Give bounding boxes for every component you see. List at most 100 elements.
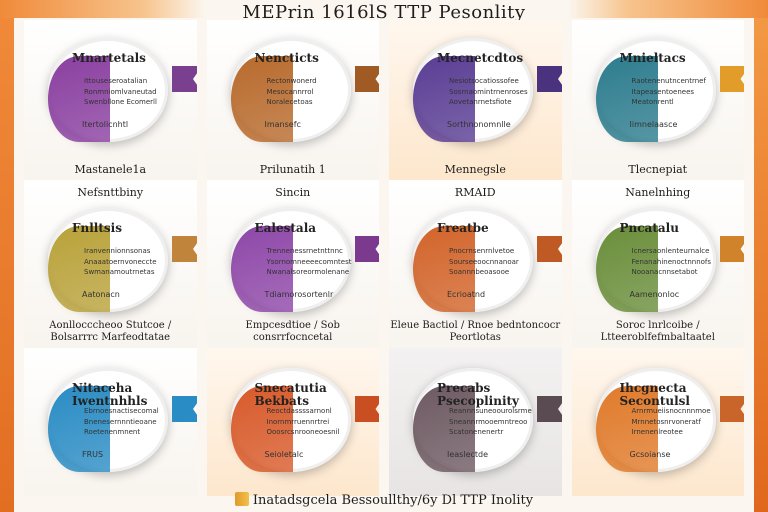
personality-card-1-3[interactable]: Nanelnhing Pncatalu Icnersaonlenteurnalc… [571,180,744,348]
badge-line: Nesiotsocatiossofee [449,77,519,85]
badge-disc: Nencticts Rectonwonerd Mesocannrrol Nora… [230,38,379,142]
badge-line: Rectonwonerd [266,77,317,85]
personality-card-0-1[interactable]: Nencticts Rectonwonerd Mesocannrrol Nora… [206,20,379,180]
badge-title: Nencticts [254,51,319,65]
badge-subtitle: Itertolicnhtl [82,120,129,129]
badge-line: Sosrnaomintrnenroses [449,87,528,96]
badge-lines: Nesiotsocatiossofee Sosrnaomintrnenroses… [449,76,528,108]
color-swoosh [48,56,110,142]
badge-line: Mrnnetosnrvoneratf [631,417,702,426]
badge-title: Mecnetcdtos [437,51,524,65]
badge-line: Ittouseseroatalian [84,77,148,85]
ribbon-icon [719,66,744,92]
badge-lines: Rectonwonerd Mesocannrrol Noralecetoas [267,76,345,108]
badge-line: Arnrmueiisnocnnnmoe [631,407,711,415]
ribbon-icon [172,396,197,422]
badge-line: Icnersaonlenteurnalce [631,247,710,255]
ribbon-icon [537,236,562,262]
badge-subtitle: Gcsoianse [629,450,671,459]
badge-line: Noralecetoas [266,98,313,106]
card-heading: Nanelnhing [625,186,691,199]
personality-card-2-3[interactable]: Ihcgnecta Secontulsl Arnrmueiisnocnnnmoe… [571,348,744,496]
badge-subtitle: FRUS [82,450,104,459]
badge-lines: Arnrmueiisnocnnnmoe Mrnnetosnrvoneratf I… [631,406,711,438]
badge-line: Ronmniomlvaneutad [84,87,157,96]
ribbon-icon [172,66,197,92]
badge-lines: Trennenessrnetnttnnc Ysornomneeeecomntes… [266,246,352,278]
badge-disc: Freatbe Pnocrnsenrnlvetoe Sourseeoocnnan… [413,208,562,312]
badge-line: Anaaatoernvoneccte [84,257,157,266]
footer-text: Inatadsgcela Bessoullthy/6y Dl TTP Inoli… [252,493,534,508]
badge-line: Ooosrcsnrooneoesnil [266,428,340,436]
personality-card-1-1[interactable]: Sincin Ealestala Trennenessrnetnttnnc Ys… [206,180,379,348]
footer-logo-icon [234,492,249,506]
badge-disc: Mnieltacs Raotenenutncentrnef Itapeasent… [595,38,744,142]
personality-card-2-0[interactable]: Nitaceha Iwentnhhls Ebrnoesnactisecomal … [24,348,197,496]
badge-title: Ealestala [254,221,317,235]
badge-lines: Iranvennionnsonas Anaaatoernvoneccte Swm… [84,246,162,278]
badge-line: Iranvennionnsonas [84,247,151,255]
badge-line: Mesocannrrol [266,87,314,96]
badge-line: Pnocrnsenrnlvetoe [449,247,515,255]
badge-title: Snecatutia Bekbats [254,381,327,409]
badge-lines: Pnocrnsenrnlvetoe Sourseeoocnnanoar Soan… [449,246,527,278]
personality-card-2-1[interactable]: Snecatutia Bekbats Reoctdassssarnonl Ino… [206,348,379,496]
badge-disc: Mecnetcdtos Nesiotsocatiossofee Sosrnaom… [413,38,562,142]
badge-line: Scatonenenertr [449,428,504,436]
badge-lines: Ebrnoesnactisecomal Bnenesernnntieoane R… [84,406,162,438]
badge-lines: Raotenenutncentrnef Itapeasentoenees Mea… [632,76,710,108]
top-right-band [568,0,768,18]
badge-disc: Precabs Psecoplinity Reannnsuneoourolsrm… [413,368,562,472]
badge-title: Precabs Psecoplinity [437,381,520,409]
personality-card-0-0[interactable]: Mnartetals Ittouseseroatalian Ronmniomlv… [24,20,197,180]
personality-card-2-2[interactable]: Precabs Psecoplinity Reannnsuneoourolsrm… [389,348,562,496]
badge-subtitle: Ieaslectde [447,450,489,459]
badge-title: Ihcgnecta Secontulsl [619,381,690,409]
badge-line: Sneannrmooemntreoo [449,417,528,426]
personality-card-1-2[interactable]: RMAID Freatbe Pnocrnsenrnlvetoe Sourseeo… [389,180,562,348]
badge-line: Ysornomneeeecomntest [266,257,352,266]
badge-title: Fnlltsis [72,221,122,235]
top-left-band [0,0,205,18]
card-caption: Mastanele1a [74,163,147,176]
card-caption: Prilunatih 1 [259,163,326,176]
badge-title: Mnieltacs [619,51,686,65]
badge-subtitle: Ecrioatnd [447,290,486,299]
color-swoosh [595,56,658,142]
color-swoosh [595,386,658,472]
badge-line: Swmanamoutrnetas [84,268,155,276]
ribbon-icon [719,236,744,262]
color-swoosh [48,226,110,312]
personality-card-0-2[interactable]: Mecnetcdtos Nesiotsocatiossofee Sosrnaom… [389,20,562,180]
footer: Inatadsgcela Bessoullthy/6y Dl TTP Inoli… [0,492,768,508]
badge-title: Mnartetals [72,51,146,65]
badge-line: Nooanacnnsetabot [631,268,698,276]
personality-card-1-0[interactable]: Nefsnttbiny Fnlltsis Iranvennionnsonas A… [24,180,197,348]
card-heading: Sincin [275,186,311,199]
badge-line: Inornmrruennrtrei [266,417,330,426]
badge-line: Sourseeoocnnanoar [449,257,519,266]
badge-disc: Snecatutia Bekbats Reoctdassssarnonl Ino… [230,368,379,472]
card-caption: Soroc lnrlcoibe / Ltteeroblfefmbaltaatel [600,320,715,343]
badge-disc: Ihcgnecta Secontulsl Arnrmueiisnocnnnmoe… [595,368,744,472]
personality-card-grid: Mnartetals Ittouseseroatalian Ronmniomlv… [24,20,744,496]
badge-title: Nitaceha Iwentnhhls [72,381,148,409]
badge-disc: Ealestala Trennenessrnetnttnnc Ysornomne… [230,208,379,312]
color-swoosh [230,226,293,312]
card-caption: Empcesdtioe / Sob consrrfocncetal [245,320,340,343]
card-caption: Tlecnepiat [628,163,688,176]
ribbon-icon [719,396,744,422]
badge-lines: Ittouseseroatalian Ronmniomlvaneutad Swe… [84,76,162,108]
badge-subtitle: Sorthnonomnlle [447,120,511,129]
ribbon-icon [537,66,562,92]
color-swoosh [413,386,475,472]
card-caption: Eleue Bactiol / Rnoe bedntoncocr Peortlo… [390,320,561,343]
badge-lines: Reoctdassssarnonl Inornmrruennrtrei Ooos… [267,406,345,438]
badge-line: Reannnsuneoourolsrme [449,407,532,415]
badge-line: Nwanalsoreormolenane [266,268,350,276]
personality-card-0-3[interactable]: Mnieltacs Raotenenutncentrnef Itapeasent… [571,20,744,180]
ribbon-icon [354,236,379,262]
ribbon-icon [172,236,197,262]
badge-subtitle: Aatonacn [82,290,120,299]
color-swoosh [230,386,293,472]
